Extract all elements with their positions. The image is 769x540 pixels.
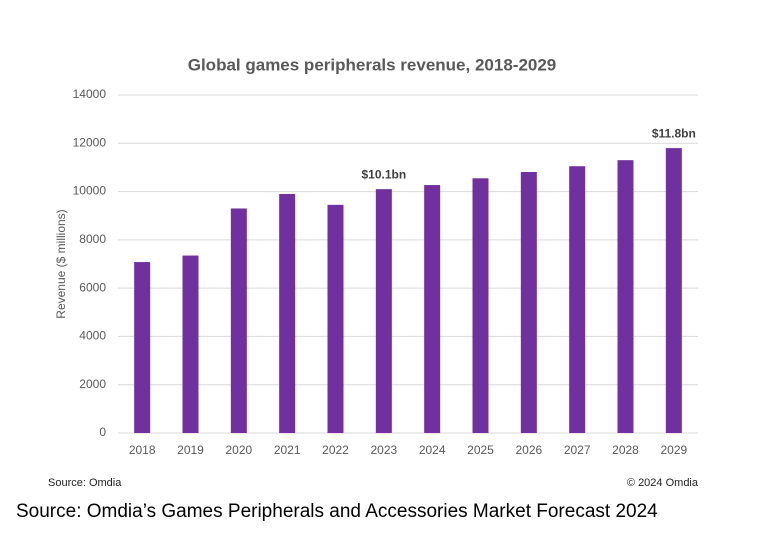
x-tick-label: 2026 [515,443,542,457]
bar [134,262,151,433]
bar [279,193,296,433]
bar [230,208,247,433]
x-tick-label: 2022 [322,443,349,457]
x-tick-label: 2019 [177,443,204,457]
y-tick-label: 2000 [79,377,106,391]
source-note: Source: Omdia [48,477,122,489]
bar [182,255,199,433]
x-tick-label: 2024 [419,443,446,457]
y-tick-label: 12000 [73,135,107,149]
value-label: $10.1bn [361,167,406,181]
x-tick-label: 2023 [370,443,397,457]
caption: Source: Omdia’s Games Peripherals and Ac… [16,501,658,522]
x-tick-label: 2021 [274,443,301,457]
bar [327,204,344,433]
y-tick-label: 6000 [79,280,106,294]
bar [569,166,586,433]
copyright: © 2024 Omdia [627,477,699,489]
x-tick-label: 2020 [225,443,252,457]
value-label: $11.8bn [652,126,696,140]
bar [472,178,489,433]
x-tick-label: 2029 [660,443,687,457]
bar [665,148,682,433]
y-tick-label: 0 [99,425,106,439]
y-tick-label: 14000 [73,87,107,101]
x-tick-label: 2027 [564,443,591,457]
x-tick-label: 2018 [129,443,156,457]
y-axis-label: Revenue ($ millions) [54,209,68,318]
x-tick-label: 2028 [612,443,639,457]
bar [617,160,634,433]
y-tick-label: 8000 [79,232,106,246]
bar [375,189,392,433]
chart-title: Global games peripherals revenue, 2018-2… [188,55,557,74]
x-tick-label: 2025 [467,443,494,457]
bar [424,185,441,433]
bar [520,172,537,433]
y-tick-label: 4000 [79,329,106,343]
y-tick-label: 10000 [73,184,107,198]
